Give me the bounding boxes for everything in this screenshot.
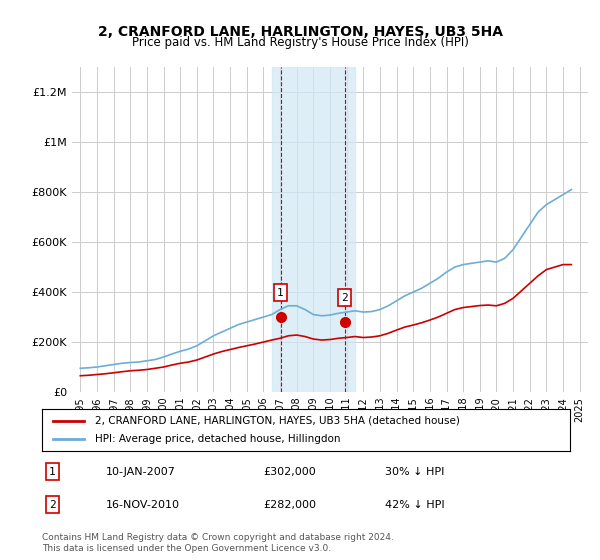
Text: 2: 2 [49,500,56,510]
Text: Price paid vs. HM Land Registry's House Price Index (HPI): Price paid vs. HM Land Registry's House … [131,36,469,49]
Text: 1: 1 [277,288,284,298]
Text: 1: 1 [49,467,56,477]
Text: 2, CRANFORD LANE, HARLINGTON, HAYES, UB3 5HA: 2, CRANFORD LANE, HARLINGTON, HAYES, UB3… [97,25,503,39]
Text: 16-NOV-2010: 16-NOV-2010 [106,500,179,510]
Bar [272,67,355,392]
Text: 2: 2 [341,293,348,303]
Text: 42% ↓ HPI: 42% ↓ HPI [385,500,445,510]
Text: £302,000: £302,000 [264,467,317,477]
Text: HPI: Average price, detached house, Hillingdon: HPI: Average price, detached house, Hill… [95,434,340,444]
Text: Contains HM Land Registry data © Crown copyright and database right 2024.
This d: Contains HM Land Registry data © Crown c… [42,533,394,553]
Text: 10-JAN-2007: 10-JAN-2007 [106,467,175,477]
Text: £282,000: £282,000 [264,500,317,510]
Text: 30% ↓ HPI: 30% ↓ HPI [385,467,445,477]
Text: 2, CRANFORD LANE, HARLINGTON, HAYES, UB3 5HA (detached house): 2, CRANFORD LANE, HARLINGTON, HAYES, UB3… [95,416,460,426]
